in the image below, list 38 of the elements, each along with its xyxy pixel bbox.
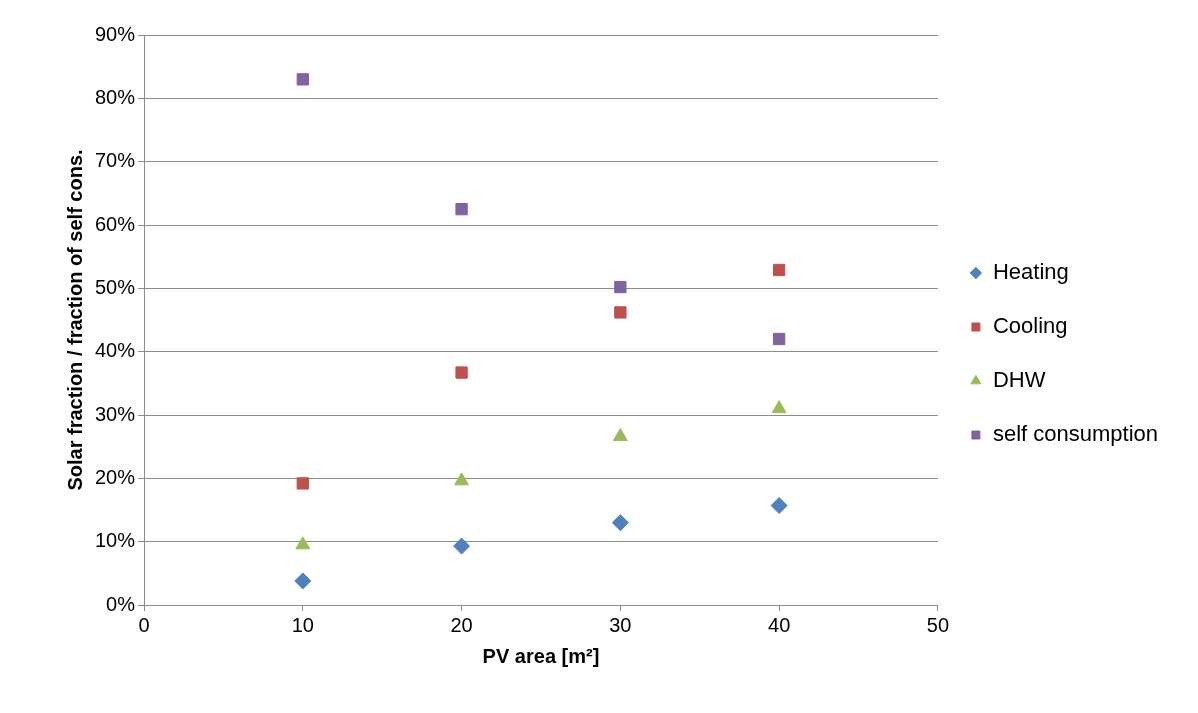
- y-tick-label: 10%: [95, 529, 136, 552]
- y-tick-label: 50%: [95, 275, 136, 298]
- point: [455, 203, 468, 216]
- legend-label: Heating: [992, 259, 1069, 285]
- point: [614, 306, 627, 319]
- y-tick-label: 60%: [95, 212, 136, 235]
- point: [296, 73, 309, 86]
- point: [295, 536, 311, 550]
- y-axis-title: Solar fraction / fraction of self cons.: [63, 149, 86, 491]
- y-tick-label: 30%: [95, 402, 136, 425]
- point: [453, 537, 471, 555]
- point: [296, 477, 309, 490]
- legend-label: self consumption: [992, 421, 1159, 447]
- x-tick-label: 50: [926, 613, 950, 636]
- point: [772, 332, 786, 346]
- y-tick-label: 70%: [95, 149, 136, 172]
- legend-label: Cooling: [992, 313, 1068, 339]
- x-tick-label: 0: [138, 613, 150, 636]
- point: [455, 366, 468, 379]
- point: [770, 497, 788, 515]
- x-tick-label: 20: [450, 613, 473, 636]
- point: [611, 514, 629, 532]
- y-tick-label: 40%: [95, 339, 136, 362]
- y-tick-label: 0%: [106, 592, 136, 615]
- y-tick-label: 90%: [95, 22, 136, 45]
- x-axis-title: PV area [m²]: [482, 644, 600, 667]
- x-tick-label: 10: [291, 613, 314, 636]
- legend-label: DHW: [992, 367, 1046, 393]
- point: [614, 280, 627, 294]
- x-tick-label: 40: [768, 613, 791, 636]
- x-tick-label: 30: [609, 613, 632, 636]
- point: [612, 428, 628, 442]
- point: [294, 572, 312, 590]
- point: [772, 263, 786, 277]
- y-tick-label: 80%: [95, 85, 136, 108]
- point: [454, 472, 470, 486]
- point: [771, 400, 787, 414]
- y-tick-label: 20%: [95, 465, 136, 488]
